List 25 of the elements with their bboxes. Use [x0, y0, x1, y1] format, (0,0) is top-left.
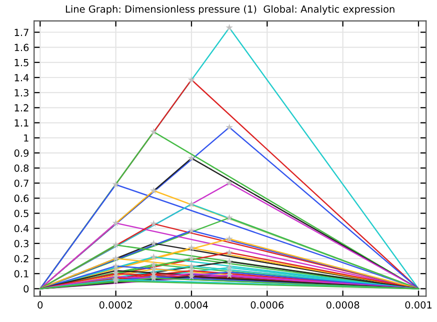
y-tick-label: 0 — [24, 285, 29, 293]
y-tick-label: 0.5 — [14, 210, 28, 218]
y-tick-label: 0.6 — [14, 194, 29, 202]
y-tick-label: 1.2 — [14, 104, 28, 112]
y-tick-label: 0.1 — [14, 270, 28, 278]
x-tick-label: 0.0008 — [326, 301, 360, 309]
y-tick-label: 1 — [24, 134, 28, 142]
y-tick-label: 0.2 — [14, 255, 28, 262]
y-tick-label: 1.3 — [14, 89, 28, 96]
y-tick-label: 1.4 — [14, 74, 29, 82]
y-tick-label: 0.4 — [14, 224, 29, 232]
y-tick-label: 0.7 — [14, 180, 28, 187]
y-tick-label: 1.5 — [14, 59, 28, 66]
x-tick-label: 0.001 — [405, 301, 432, 309]
y-tick-label: 0.9 — [14, 149, 29, 157]
chart-title: Line Graph: Dimensionless pressure (1) Global: Analytic expression — [66, 5, 394, 15]
x-tick-label: 0 — [38, 301, 43, 309]
y-tick-label: 1.7 — [14, 28, 28, 36]
x-tick-label: 0.0004 — [175, 301, 208, 309]
x-tick-label: 0.0002 — [99, 301, 132, 309]
y-tick-label: 0.8 — [14, 164, 29, 172]
x-tick-label: 0.0006 — [250, 301, 284, 309]
y-tick-label: 1.1 — [14, 119, 28, 126]
y-tick-label: 0.3 — [14, 240, 28, 248]
y-tick-label: 1.6 — [14, 44, 29, 52]
